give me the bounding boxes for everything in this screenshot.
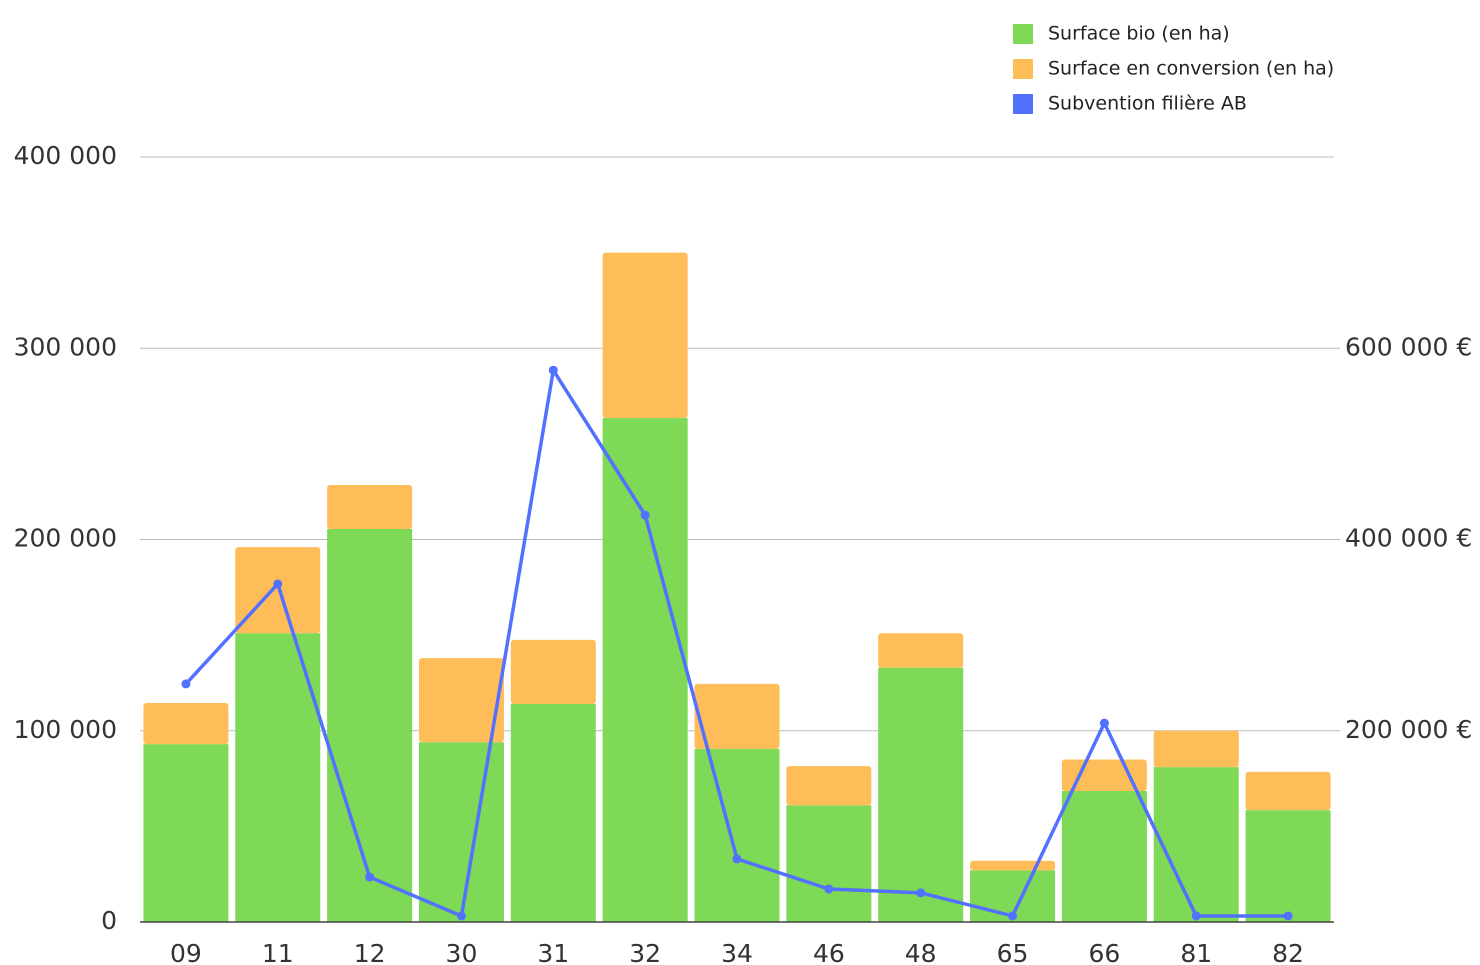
- legend-swatch: [1013, 24, 1033, 44]
- y2-tick-label: 600 000 €: [1345, 332, 1472, 361]
- y2-tick-label: 200 000 €: [1345, 715, 1472, 744]
- bar: [1153, 730, 1239, 768]
- line-point: [916, 888, 926, 898]
- y-tick-label: 300 000: [14, 332, 117, 361]
- bar: [418, 658, 504, 743]
- x-tick-label: 46: [813, 939, 845, 965]
- line-point: [824, 884, 834, 894]
- line-point: [273, 579, 283, 589]
- x-tick-label: 81: [1180, 939, 1212, 965]
- bar: [694, 683, 780, 749]
- x-tick-label: 65: [997, 939, 1029, 965]
- x-tick-label: 66: [1088, 939, 1120, 965]
- x-tick-label: 34: [721, 939, 753, 965]
- line-point: [1191, 911, 1201, 921]
- bar: [1153, 767, 1239, 922]
- legend-swatch: [1013, 94, 1033, 114]
- bar: [235, 633, 321, 922]
- line-point: [732, 854, 742, 864]
- bar: [143, 744, 229, 922]
- line-point: [1099, 718, 1109, 728]
- bar: [1245, 810, 1331, 922]
- legend-label: Surface bio (en ha): [1048, 23, 1230, 45]
- line-point: [548, 365, 558, 375]
- bar: [1245, 771, 1331, 811]
- x-tick-label: 82: [1272, 939, 1304, 965]
- y-tick-label: 0: [101, 906, 117, 935]
- x-tick-label: 48: [905, 939, 937, 965]
- bar: [878, 667, 964, 922]
- x-tick-label: 09: [170, 939, 202, 965]
- bar: [970, 860, 1056, 871]
- legend-label: Surface en conversion (en ha): [1048, 58, 1334, 80]
- bar: [786, 805, 872, 922]
- bar: [510, 703, 596, 922]
- bar: [418, 742, 504, 922]
- x-tick-label: 32: [629, 939, 661, 965]
- line-point: [365, 872, 375, 882]
- bar: [602, 252, 688, 419]
- legend-label: Subvention filière AB: [1048, 93, 1247, 115]
- y2-tick-label: 400 000 €: [1345, 524, 1472, 553]
- bar: [327, 484, 413, 529]
- bar: [786, 766, 872, 806]
- bar: [1061, 790, 1147, 922]
- x-tick-label: 30: [446, 939, 478, 965]
- x-tick-label: 31: [537, 939, 569, 965]
- bar: [510, 639, 596, 704]
- bar: [694, 748, 780, 922]
- line-point: [456, 911, 466, 921]
- legend-swatch: [1013, 59, 1033, 79]
- bar: [602, 418, 688, 922]
- bar: [235, 547, 321, 634]
- line-point: [1008, 911, 1018, 921]
- line-point: [1283, 911, 1293, 921]
- x-tick-label: 12: [354, 939, 386, 965]
- bar: [878, 633, 964, 668]
- y-tick-label: 200 000: [14, 524, 117, 553]
- bar: [327, 528, 413, 922]
- y-tick-label: 400 000: [14, 141, 117, 170]
- x-tick-label: 11: [262, 939, 294, 965]
- line-point: [181, 679, 191, 689]
- y-tick-label: 100 000: [14, 715, 117, 744]
- line-point: [640, 510, 650, 520]
- bar: [143, 703, 229, 745]
